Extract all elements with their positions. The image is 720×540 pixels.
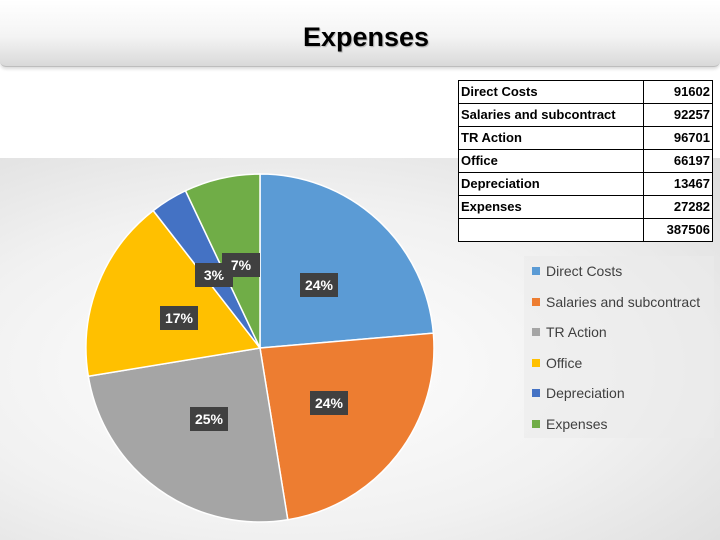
data-label-text: 17% xyxy=(165,310,194,326)
slide-title: Expenses xyxy=(302,22,430,52)
data-label-box xyxy=(160,306,198,330)
legend-item: Direct Costs xyxy=(532,262,622,280)
legend-label: Depreciation xyxy=(546,385,625,401)
legend-swatch xyxy=(532,328,540,337)
legend-item: Office xyxy=(532,354,582,372)
legend-item: Depreciation xyxy=(532,384,625,402)
data-label-text: 24% xyxy=(305,277,334,293)
data-label-text: 25% xyxy=(195,411,224,427)
table-total-label xyxy=(458,218,644,242)
legend-swatch xyxy=(532,389,540,398)
data-label-text: 24% xyxy=(315,395,344,411)
pie-slice xyxy=(259,332,435,521)
pie-slice xyxy=(87,347,289,523)
table-cell-label: Office xyxy=(458,149,644,173)
pie-slice xyxy=(85,209,262,378)
legend-swatch xyxy=(532,358,540,367)
legend-label: Office xyxy=(546,354,583,371)
table-cell-label: TR Action xyxy=(458,126,644,150)
data-label-text: 7% xyxy=(231,257,252,273)
data-label: 25% xyxy=(190,407,228,431)
data-label: 17% xyxy=(160,306,198,330)
table-total-row: 387506 xyxy=(458,218,713,242)
table-row: Office 66197 xyxy=(458,149,713,173)
table-row: Direct Costs 91602 xyxy=(458,80,713,104)
data-label: 24% xyxy=(310,391,348,415)
table-cell-value: 92257 xyxy=(643,103,713,127)
table-row: Salaries and subcontract 92257 xyxy=(458,103,713,127)
table-cell-value: 27282 xyxy=(643,195,713,219)
table-cell-value: 66197 xyxy=(643,149,713,173)
data-label: 24% xyxy=(300,273,338,297)
title-bar: Expenses xyxy=(0,0,720,67)
data-label-text: 3% xyxy=(204,267,225,283)
legend-swatch xyxy=(532,419,540,428)
table-row: TR Action 96701 xyxy=(458,126,713,150)
legend-swatch xyxy=(532,297,540,306)
legend-item: Expenses xyxy=(532,415,607,433)
table-cell-value: 13467 xyxy=(643,172,713,196)
legend-item: TR Action xyxy=(532,323,607,341)
data-label-box xyxy=(190,407,228,431)
legend-swatch xyxy=(532,267,540,276)
table-total-value: 387506 xyxy=(643,218,713,242)
data-label-box xyxy=(222,253,260,277)
pie-slice xyxy=(259,173,435,349)
legend-label: Direct Costs xyxy=(546,263,623,279)
data-label-box xyxy=(310,391,348,415)
expenses-table: Direct Costs 91602 Salaries and subcontrac… xyxy=(458,80,713,242)
table-cell-label: Expenses xyxy=(458,195,644,219)
table-row: Expenses 27282 xyxy=(458,195,713,219)
chart-legend: Direct Costs Salaries and subcontract TR A… xyxy=(524,256,714,438)
table-cell-value: 96701 xyxy=(643,126,713,150)
legend-label: Salaries and subcontract xyxy=(546,293,701,310)
table-cell-label: Salaries and subcontract xyxy=(458,103,644,127)
legend-label: Expenses xyxy=(546,415,608,432)
table-cell-label: Direct Costs xyxy=(458,80,644,104)
legend-label: TR Action xyxy=(546,324,607,340)
table-row: Depreciation 13467 xyxy=(458,172,713,196)
table-cell-value: 91602 xyxy=(643,80,713,104)
data-label: 7% xyxy=(222,253,260,277)
data-label-box xyxy=(300,273,338,297)
table-cell-label: Depreciation xyxy=(458,172,644,196)
legend-item: Salaries and subcontract xyxy=(532,293,700,311)
